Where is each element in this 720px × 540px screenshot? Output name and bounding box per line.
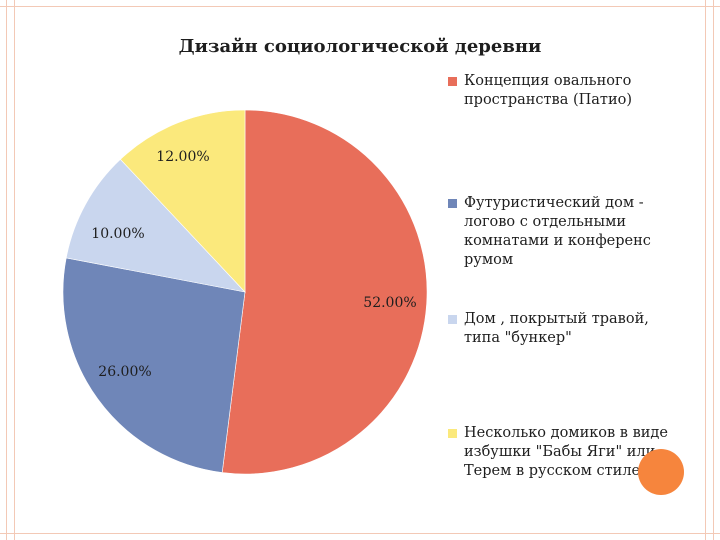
slide-border-top — [0, 6, 720, 7]
pie-slice-grass-bunker — [65, 158, 246, 293]
legend-label-futuristic-house: Футуристический дом - логово с отдельным… — [464, 195, 651, 268]
legend-swatch-patio — [448, 77, 457, 86]
chart-title: Дизайн социологической деревни — [178, 36, 542, 57]
legend-swatch-futuristic-house — [448, 199, 457, 208]
legend-swatch-grass-bunker — [448, 315, 457, 324]
pie-slice-futuristic-house — [62, 257, 246, 473]
slide-border-right — [713, 0, 714, 540]
pie-slice-patio — [221, 109, 428, 475]
data-label-baba-yaga-huts: 12.00% — [156, 149, 209, 165]
legend-label-baba-yaga-huts: Несколько домиков в виде избушки "Бабы Я… — [464, 425, 668, 479]
slide-border-bottom — [0, 533, 720, 534]
legend-label-patio: Концепция овального пространства (Патио) — [464, 73, 632, 108]
orange-circle-decoration — [638, 449, 684, 495]
data-label-futuristic-house: 26.00% — [98, 364, 151, 380]
pie-slice-baba-yaga-huts — [119, 109, 246, 293]
data-label-grass-bunker: 10.00% — [91, 226, 144, 242]
slide-border-right-inner — [705, 0, 706, 540]
data-label-patio: 52.00% — [363, 295, 416, 311]
slide-border-left-inner — [14, 0, 15, 540]
legend-swatch-baba-yaga-huts — [448, 429, 457, 438]
slide-border-left — [6, 0, 7, 540]
legend-label-grass-bunker: Дом , покрытый травой, типа "бункер" — [464, 311, 649, 346]
